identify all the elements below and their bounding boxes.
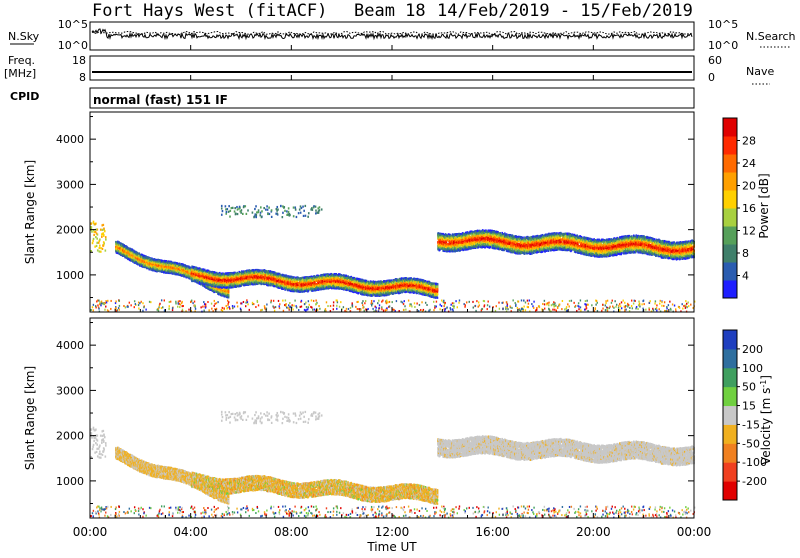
power-cell: [228, 290, 230, 292]
cpid-label: CPID: [10, 90, 39, 103]
nsky-label: N.Sky: [8, 30, 40, 43]
freq-tick-bottom: 8: [79, 71, 86, 84]
mode-label: normal (fast) 151 IF: [93, 93, 228, 107]
nave-tick-top: 60: [708, 54, 722, 67]
freq-unit: [MHz]: [4, 67, 36, 80]
nsearch-tick-top: 10^5: [708, 18, 738, 31]
power-cell: [261, 283, 263, 285]
nsky-tick-top: 10^5: [58, 18, 88, 31]
nsky-line: [92, 29, 692, 39]
nave-tick-bottom: 0: [708, 71, 715, 84]
nsearch-label: N.Search: [746, 30, 796, 43]
nsearch-tick-bottom: 10^0: [708, 39, 738, 52]
nsky-trace: [92, 29, 692, 39]
power-heatmap: [90, 205, 695, 313]
freq-tick-top: 18: [72, 54, 86, 67]
station-title: Fort Hays West (fitACF): [92, 1, 327, 21]
nsky-tick-bottom: 10^0: [58, 39, 88, 52]
date-range: 14/Feb/2019 - 15/Feb/2019: [437, 1, 693, 21]
nave-label: Nave: [746, 65, 774, 78]
power-cell: [228, 294, 230, 296]
beam-label: Beam 18: [354, 1, 426, 21]
freq-label: Freq.: [8, 54, 35, 67]
